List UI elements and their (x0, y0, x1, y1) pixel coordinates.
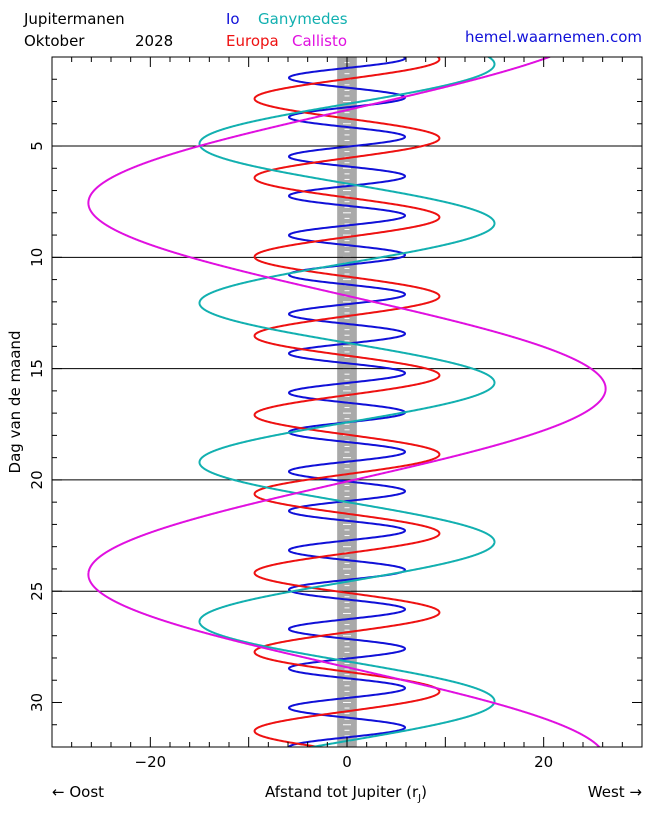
x-axis-label: Afstand tot Jupiter (rJ) (265, 783, 427, 804)
x-tick-label: −20 (135, 753, 167, 771)
series-callisto (87, 57, 607, 747)
legend-europa: Europa (226, 32, 279, 50)
legend-callisto: Callisto (292, 32, 347, 50)
east-label: ← Oost (52, 783, 104, 801)
y-tick-label: 25 (28, 582, 46, 601)
title-year: 2028 (135, 32, 173, 50)
y-tick-label: 15 (28, 359, 46, 378)
y-tick-label: 10 (28, 248, 46, 267)
title-month: Oktober (24, 32, 85, 50)
series-europa (253, 57, 441, 747)
x-tick-label: 0 (342, 753, 352, 771)
website-link[interactable]: hemel.waarnemen.com (465, 28, 642, 46)
y-tick-label: 20 (28, 470, 46, 489)
series-ganymedes (198, 57, 496, 747)
legend-ganymedes: Ganymedes (258, 10, 348, 28)
y-axis-label: Dag van de maand (6, 331, 24, 474)
y-tick-label: 30 (28, 693, 46, 712)
x-tick-label: 20 (534, 753, 553, 771)
series-io (287, 57, 407, 747)
title-line1: Jupitermanen (23, 10, 125, 28)
west-label: West → (588, 783, 642, 801)
legend-io: Io (226, 10, 240, 28)
y-tick-label: 5 (28, 141, 46, 151)
